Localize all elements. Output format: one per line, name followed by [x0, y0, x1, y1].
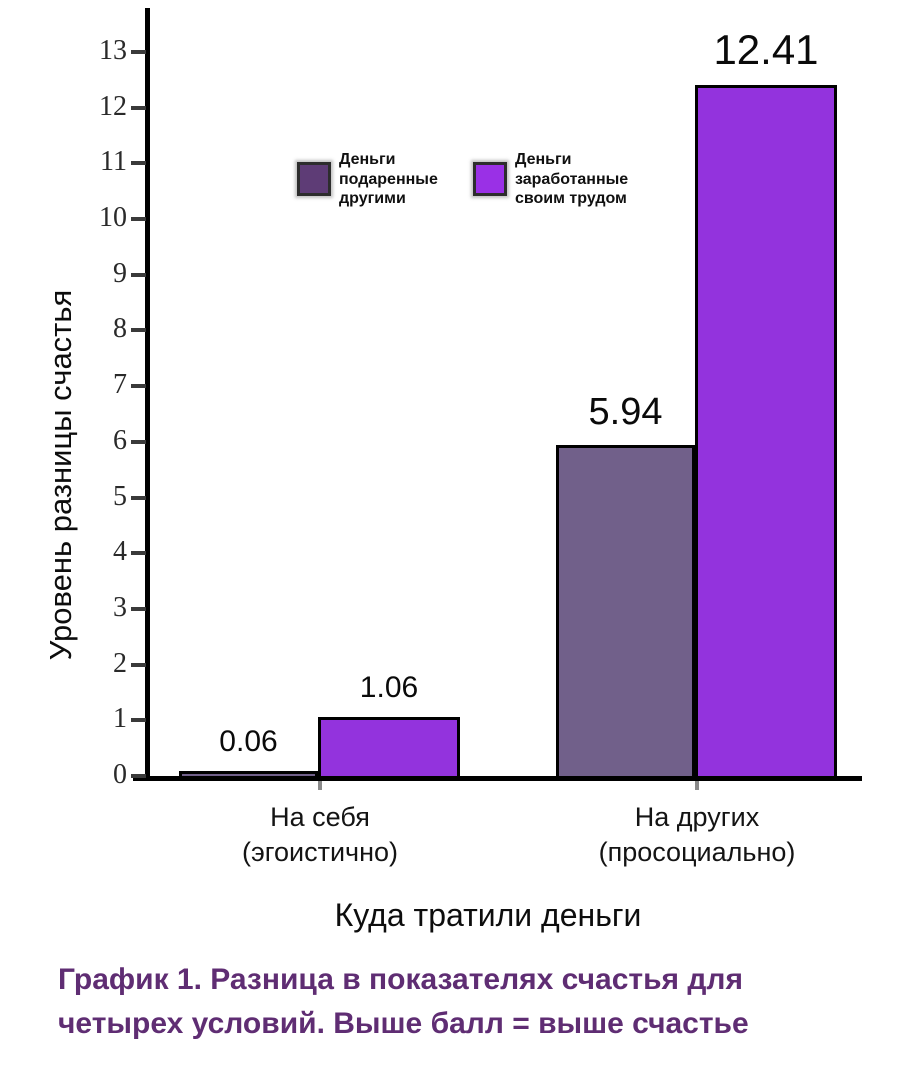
figure-caption: График 1. Разница в показателях счастья …: [58, 963, 749, 1040]
x-tick-mark: [318, 781, 322, 790]
legend-item-label: Деньги подаренные другими: [339, 151, 438, 208]
y-tick-label: 4: [113, 536, 127, 568]
y-tick-label: 2: [113, 647, 127, 679]
y-tick-label: 9: [113, 257, 127, 289]
y-axis-line: [145, 8, 150, 780]
y-tick-label: 1: [113, 703, 127, 735]
y-tick-mark: [131, 718, 146, 723]
y-tick-label: 13: [99, 34, 127, 66]
bar-category1-series0: [556, 445, 695, 779]
bar-value-label: 0.06: [219, 725, 278, 758]
y-tick-label: 11: [100, 146, 127, 178]
x-tick-mark: [695, 781, 699, 790]
y-tick-label: 5: [113, 480, 127, 512]
bar-category0-series0: [179, 771, 318, 779]
bar-category0-series1: [318, 717, 460, 779]
y-tick-mark: [131, 606, 146, 611]
x-axis-title: Куда тратили деньги: [334, 897, 642, 933]
y-tick-mark: [131, 495, 146, 500]
bar-value-label: 12.41: [713, 26, 819, 73]
bar-value-label: 5.94: [588, 391, 663, 433]
y-tick-label: 7: [113, 369, 127, 401]
y-tick-mark: [131, 662, 146, 667]
x-axis-line: [133, 776, 862, 781]
y-tick-mark: [131, 161, 146, 166]
y-tick-mark: [131, 272, 146, 277]
x-category-label: На других (просоциально): [598, 802, 796, 868]
y-tick-label: 10: [99, 202, 127, 233]
y-tick-mark: [131, 551, 146, 556]
legend-item-label: Деньги заработанные своим трудом: [515, 151, 629, 208]
legend-item: Деньги подаренные другими: [297, 150, 438, 209]
y-tick-label: 8: [113, 313, 127, 345]
bar-value-label: 1.06: [359, 671, 419, 704]
y-tick-label: 6: [113, 424, 127, 456]
y-tick-mark: [131, 439, 146, 444]
y-axis-title: Уровень разницы счастья: [43, 289, 78, 661]
y-tick-mark: [131, 384, 146, 389]
bar-category1-series1: [695, 85, 837, 779]
x-category-label: На себя (эгоистично): [241, 802, 399, 868]
y-tick-mark: [131, 49, 146, 54]
legend-color-swatch: [297, 162, 331, 197]
y-tick-mark: [131, 217, 146, 221]
y-tick-mark: [131, 328, 146, 333]
legend-item: Деньги заработанные своим трудом: [473, 150, 628, 209]
y-tick-mark: [131, 105, 146, 110]
legend-color-swatch: [473, 162, 507, 197]
y-tick-label: 0: [113, 759, 127, 790]
y-tick-mark: [131, 774, 146, 778]
y-tick-label: 12: [99, 90, 127, 122]
y-tick-label: 3: [113, 591, 127, 623]
